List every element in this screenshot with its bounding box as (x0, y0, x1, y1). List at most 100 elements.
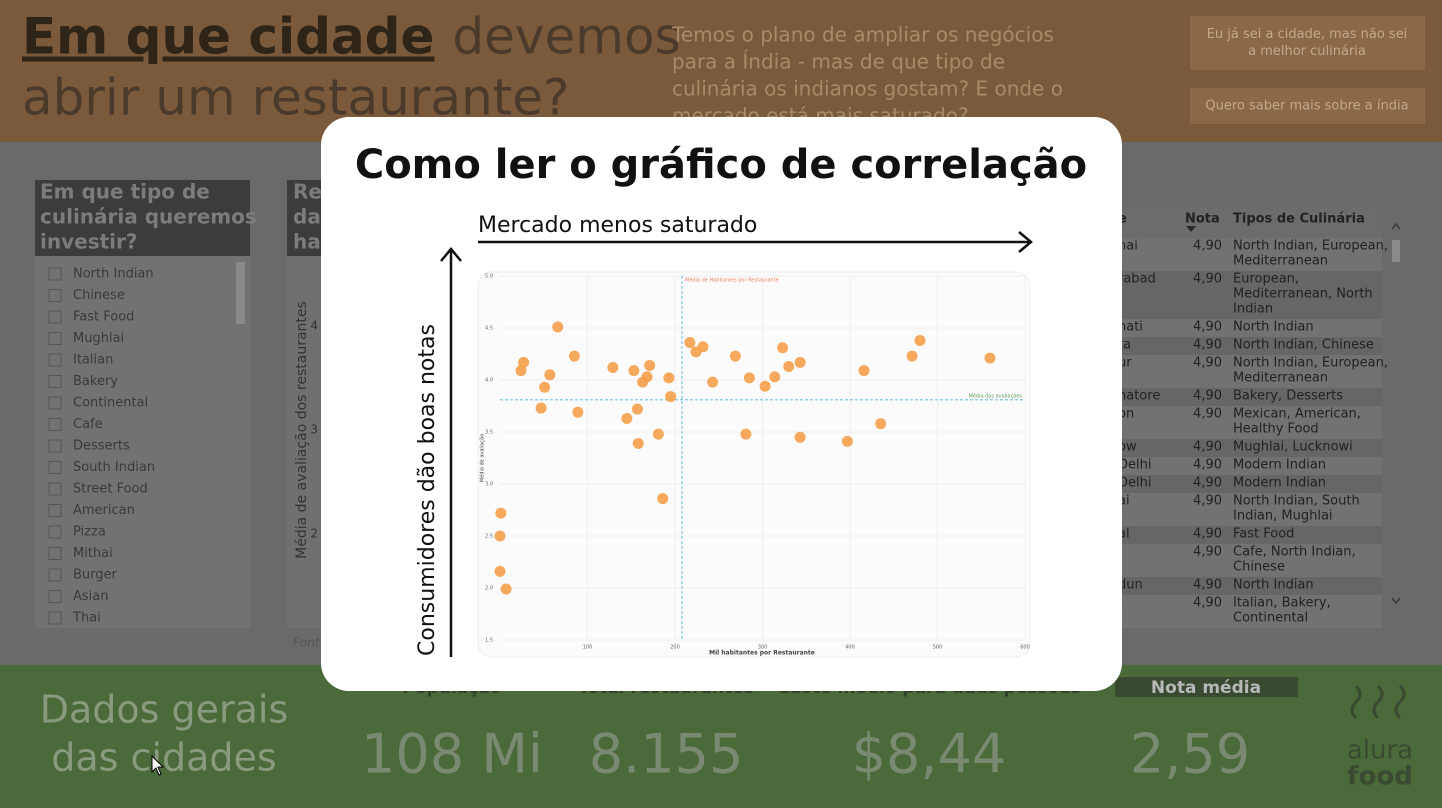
checkbox (48, 482, 62, 496)
row-bg (1105, 355, 1382, 388)
filter-option[interactable]: Street Food (48, 482, 148, 497)
option-label: Desserts (73, 439, 130, 454)
filter-option[interactable]: North Indian (48, 267, 154, 282)
rating-cell: 4,90 (1193, 407, 1222, 422)
scatter-point (743, 372, 755, 384)
filter-option[interactable]: Bakery (48, 374, 118, 389)
kpi-title: Dados gerais (40, 688, 289, 732)
y-tick-label: 2.5 (485, 534, 493, 540)
rating-cell: 4,90 (1193, 458, 1222, 473)
option-label: Pizza (73, 525, 106, 540)
title-highlight: Em que cidade (22, 8, 434, 66)
y-tick-label: 4.5 (485, 326, 493, 332)
cuisine-cell: Fast Food (1233, 527, 1294, 542)
option-label: Chinese (73, 288, 125, 303)
filter-option[interactable]: Mithai (48, 546, 113, 561)
city-cell: on (1118, 407, 1134, 422)
filter-option[interactable]: Fast Food (48, 310, 134, 325)
nav-button[interactable]: Quero saber mais sobre a índia (1190, 88, 1425, 124)
city-cell: Delhi (1118, 476, 1151, 491)
row-bg (1105, 406, 1382, 439)
option-label: Asian (73, 589, 108, 604)
filter-option[interactable]: South Indian (48, 460, 155, 475)
filter-title-box (35, 180, 250, 256)
checkbox (48, 611, 62, 625)
option-label: South Indian (73, 460, 155, 475)
scatter-point (657, 493, 669, 505)
filter-title: Em que tipo de (40, 180, 210, 204)
scatter-point (500, 583, 512, 595)
filter-option[interactable]: Desserts (48, 439, 130, 454)
cuisine-cell: Bakery, Desserts (1233, 389, 1343, 404)
kpi-value: $8,44 (852, 723, 1007, 786)
button-label: Eu já sei a cidade, mas não sei (1207, 27, 1408, 42)
scatter-point (707, 376, 719, 388)
column-header: Nota (1185, 212, 1220, 227)
cuisine-cell: North Indian, South (1233, 494, 1360, 509)
cuisine-cell: Indian, Mughlai (1233, 509, 1333, 524)
filter-option[interactable]: Cafe (48, 417, 103, 432)
scatter-point (652, 428, 664, 440)
scatter-point (607, 362, 619, 374)
cuisine-cell: Continental (1233, 611, 1308, 626)
rating-cell: 4,90 (1193, 440, 1222, 455)
rating-cell: 4,90 (1193, 527, 1222, 542)
row-bg (1105, 439, 1382, 457)
kpi-value: 108 Mi (361, 723, 543, 786)
checkbox (48, 547, 62, 560)
scatter-point (535, 402, 547, 414)
scroll-down[interactable] (1391, 597, 1401, 605)
filter-option[interactable]: Burger (48, 568, 118, 583)
scatter-point (914, 334, 926, 346)
scroll-up[interactable] (1391, 222, 1401, 230)
scatter-point (684, 337, 696, 349)
logo-text: food (1347, 762, 1413, 792)
row-bg (1105, 493, 1382, 526)
rating-cell: 4,90 (1193, 239, 1222, 254)
checkbox (48, 504, 62, 517)
x-tick-label: 200 (670, 645, 680, 651)
cuisine-cell: Indian (1233, 302, 1273, 317)
rating-cell: 4,90 (1193, 545, 1222, 560)
scatter-point (906, 350, 918, 362)
checkbox (48, 375, 62, 388)
filter-option[interactable]: Mughlai (48, 331, 124, 346)
rating-cell: 4,90 (1193, 272, 1222, 287)
filter-option[interactable]: Asian (48, 589, 108, 604)
scatter-point (729, 350, 741, 362)
rating-cell: 4,90 (1193, 494, 1222, 509)
tick-label: 2 (310, 527, 318, 541)
scatter-point (631, 403, 643, 415)
y-tick-label: 5.0 (485, 274, 493, 280)
option-label: Mithai (73, 546, 113, 561)
scatter-point (740, 428, 752, 440)
scatter-point (984, 352, 996, 364)
filter-option[interactable]: Thai (48, 611, 101, 626)
button-label: Quero saber mais sobre a índia (1205, 99, 1408, 114)
nav-button[interactable]: Eu já sei a cidade, mas não sei a melhor … (1190, 16, 1425, 70)
scatter-point (628, 365, 640, 377)
scatter-point (783, 360, 795, 372)
city-cell: natore (1118, 389, 1160, 404)
scatter-point (794, 431, 806, 443)
row-bg (1105, 271, 1382, 319)
rating-cell: 4,90 (1193, 320, 1222, 335)
axis-label: Média de avaliação dos restaurantes (294, 301, 310, 559)
rating-cell: 4,90 (1193, 389, 1222, 404)
filter-option[interactable]: American (48, 503, 135, 518)
reference-label: Média das avaliações (969, 392, 1023, 399)
option-label: Street Food (73, 482, 148, 497)
filter-option[interactable]: Continental (48, 396, 148, 411)
filter-option[interactable]: Pizza (48, 525, 106, 540)
cuisine-cell: Mediterranean (1233, 371, 1328, 386)
checkbox (48, 267, 62, 281)
logo-steam (1394, 684, 1406, 720)
scatter-point (539, 381, 551, 393)
cuisine-cell: Mughlai, Lucknowi (1233, 440, 1353, 455)
scatter-point (841, 435, 853, 447)
scatter-point (644, 359, 656, 371)
scatter-point (515, 365, 527, 377)
filter-option[interactable]: Chinese (48, 288, 125, 303)
filter-option[interactable]: Italian (48, 353, 113, 368)
